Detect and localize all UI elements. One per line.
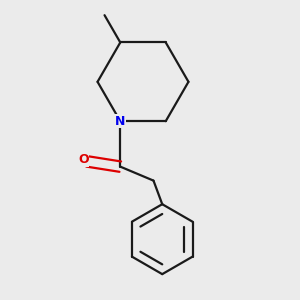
Text: N: N — [115, 115, 125, 128]
Text: O: O — [78, 153, 89, 166]
